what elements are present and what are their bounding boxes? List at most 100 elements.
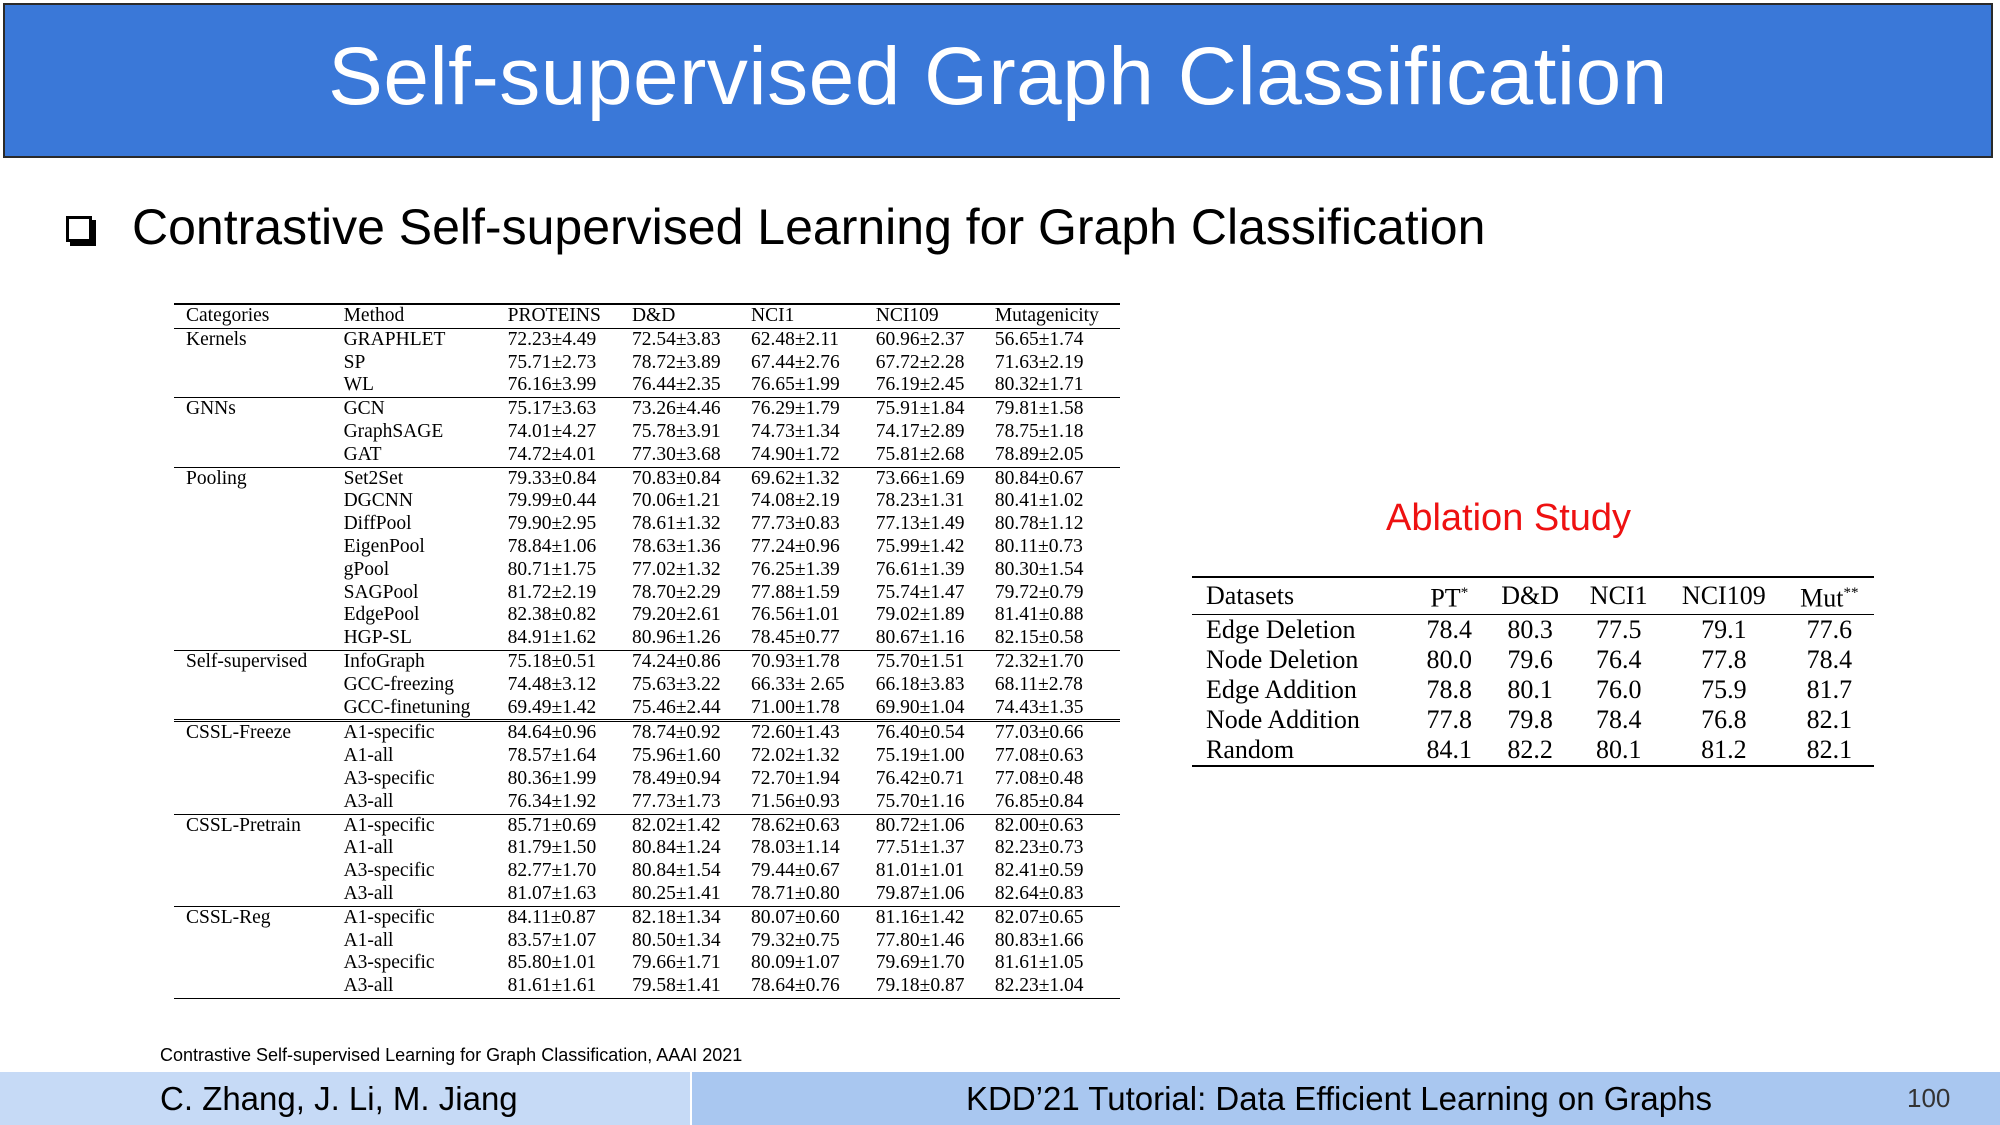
value-cell: 78.4 bbox=[1595, 704, 1642, 734]
table-row: SAGPool 81.72±2.19 78.70±2.29 77.88±1.59 75.… bbox=[174, 582, 1120, 605]
value-cell: 77.6 bbox=[1806, 614, 1853, 644]
method-cell: A3-specific bbox=[343, 860, 435, 882]
method-cell: GAT bbox=[343, 443, 382, 465]
value-cell: 82.64±0.83 bbox=[994, 882, 1084, 904]
value-cell: 69.62±1.32 bbox=[739, 466, 864, 491]
category-cell bbox=[174, 444, 332, 467]
row-label: Random bbox=[1206, 734, 1295, 764]
value-cell: 79.81±1.58 bbox=[982, 397, 1120, 421]
value-cell: 76.61±1.39 bbox=[875, 558, 965, 580]
column-header: NCI1 bbox=[751, 305, 795, 326]
page-number: 100 bbox=[1907, 1083, 1951, 1113]
value-cell: 66.33± 2.65 bbox=[751, 673, 845, 695]
value-cell: 75.99±1.42 bbox=[875, 535, 965, 557]
category-cell: CSSL-Reg bbox=[174, 905, 332, 930]
method-cell: GRAPHLET bbox=[331, 327, 496, 352]
column-header: PROTEINS bbox=[507, 305, 601, 326]
value-cell: 85.80±1.01 bbox=[507, 952, 597, 974]
ablation-table-header: Datasets PT* D&D NCI1 NCI109 Mut** bbox=[1192, 577, 1874, 615]
category-cell bbox=[174, 674, 332, 697]
value-cell: 74.08±2.19 bbox=[751, 490, 840, 512]
row-label: Edge Deletion bbox=[1206, 614, 1356, 644]
value-cell: 72.32±1.70 bbox=[982, 649, 1120, 674]
value-cell: 76.29±1.79 bbox=[739, 397, 864, 421]
column-header: D&D bbox=[1501, 580, 1559, 610]
value-cell: 77.73±1.73 bbox=[631, 790, 721, 812]
table-row: CSSL-Freeze A1-specific 84.64±0.96 78.74±0.… bbox=[174, 719, 1120, 746]
ablation-table: Datasets PT* D&D NCI1 NCI109 Mut** Edge Delet… bbox=[1192, 576, 1874, 767]
value-cell: 78.61±1.32 bbox=[631, 513, 721, 535]
method-cell: A3-specific bbox=[343, 767, 435, 789]
method-cell: Set2Set bbox=[331, 466, 496, 491]
value-cell: 78.72±3.89 bbox=[631, 351, 721, 373]
table-row: EdgePool 82.38±0.82 79.20±2.61 76.56±1.01 79… bbox=[174, 604, 1120, 627]
value-cell: 76.25±1.39 bbox=[751, 558, 840, 580]
superscript: ** bbox=[1843, 585, 1859, 601]
category-cell: GNNs bbox=[174, 397, 332, 421]
value-cell: 76.56±1.01 bbox=[751, 604, 840, 626]
method-cell: InfoGraph bbox=[331, 649, 496, 674]
citation: Contrastive Self-supervised Learning for… bbox=[160, 1045, 743, 1065]
table-row: A1-all 81.79±1.50 80.84±1.24 78.03±1.14 77.5… bbox=[174, 837, 1120, 860]
value-cell: 76.4 bbox=[1595, 644, 1642, 674]
column-header: PT* bbox=[1430, 583, 1469, 613]
value-cell: 80.50±1.34 bbox=[631, 929, 721, 951]
value-cell: 76.16±3.99 bbox=[507, 374, 597, 396]
method-cell: A1-specific bbox=[331, 905, 496, 930]
table-row: CSSL-Reg A1-specific 84.11±0.87 82.18±1.34 8… bbox=[174, 905, 1120, 930]
value-cell: 75.71±2.73 bbox=[507, 351, 597, 373]
table-row: CSSL-Pretrain A1-specific 85.71±0.69 82.02±… bbox=[174, 813, 1120, 838]
method-cell: A1-specific bbox=[331, 719, 496, 746]
value-cell: 75.74±1.47 bbox=[875, 581, 965, 603]
value-cell: 80.71±1.75 bbox=[507, 558, 597, 580]
category-cell bbox=[174, 975, 332, 998]
value-cell: 80.36±1.99 bbox=[507, 767, 597, 789]
value-cell: 60.96±2.37 bbox=[863, 327, 983, 352]
row-label: Node Deletion bbox=[1206, 644, 1359, 674]
value-cell: 81.79±1.50 bbox=[507, 837, 597, 859]
value-cell: 74.17±2.89 bbox=[875, 420, 965, 442]
value-cell: 79.66±1.71 bbox=[631, 952, 721, 974]
value-cell: 75.81±2.68 bbox=[875, 443, 965, 465]
value-cell: 77.88±1.59 bbox=[751, 581, 840, 603]
value-cell: 78.62±0.63 bbox=[739, 813, 864, 838]
value-cell: 82.23±1.04 bbox=[994, 975, 1084, 997]
table-row: A3-specific 85.80±1.01 79.66±1.71 80.09±1.0… bbox=[174, 952, 1120, 975]
value-cell: 78.23±1.31 bbox=[875, 490, 965, 512]
value-cell: 81.2 bbox=[1701, 734, 1747, 764]
value-cell: 75.91±1.84 bbox=[863, 397, 983, 421]
category-cell: Kernels bbox=[174, 327, 332, 352]
value-cell: 76.65±1.99 bbox=[751, 374, 840, 396]
category-cell: Self-supervised bbox=[174, 649, 332, 674]
value-cell: 75.17±3.63 bbox=[495, 397, 620, 421]
value-cell: 78.70±2.29 bbox=[631, 581, 721, 603]
value-cell: 79.02±1.89 bbox=[875, 604, 965, 626]
table-row: A3-all 81.07±1.63 80.25±1.41 78.71±0.80 79.8… bbox=[174, 883, 1120, 906]
value-cell: 84.1 bbox=[1426, 734, 1473, 764]
value-cell: 69.49±1.42 bbox=[507, 696, 597, 718]
column-header: NCI109 bbox=[875, 305, 939, 326]
category-cell bbox=[174, 559, 332, 582]
value-cell: 81.16±1.42 bbox=[863, 905, 983, 930]
value-cell: 75.96±1.60 bbox=[631, 745, 721, 767]
value-cell: 74.01±4.27 bbox=[507, 420, 597, 442]
value-cell: 80.84±1.24 bbox=[631, 837, 721, 859]
value-cell: 80.30±1.54 bbox=[994, 558, 1084, 580]
category-cell: Pooling bbox=[174, 466, 332, 491]
category-cell bbox=[174, 374, 332, 397]
category-cell bbox=[174, 536, 332, 559]
category-cell bbox=[174, 582, 332, 605]
value-cell: 79.69±1.70 bbox=[875, 952, 965, 974]
value-cell: 79.18±0.87 bbox=[875, 975, 965, 997]
table-row: EigenPool 78.84±1.06 78.63±1.36 77.24±0.96 7… bbox=[174, 536, 1120, 559]
footer-authors: C. Zhang, J. Li, M. Jiang bbox=[160, 1079, 518, 1117]
table-row: WL 76.16±3.99 76.44±2.35 76.65±1.99 76.19±2.… bbox=[174, 374, 1120, 397]
value-cell: 79.87±1.06 bbox=[875, 882, 965, 904]
value-cell: 73.66±1.69 bbox=[863, 466, 983, 491]
value-cell: 81.01±1.01 bbox=[875, 860, 965, 882]
value-cell: 80.07±0.60 bbox=[739, 905, 864, 930]
method-cell: EdgePool bbox=[343, 604, 420, 626]
value-cell: 81.61±1.61 bbox=[507, 975, 597, 997]
category-cell bbox=[174, 697, 332, 721]
value-cell: 84.91±1.62 bbox=[507, 627, 597, 649]
